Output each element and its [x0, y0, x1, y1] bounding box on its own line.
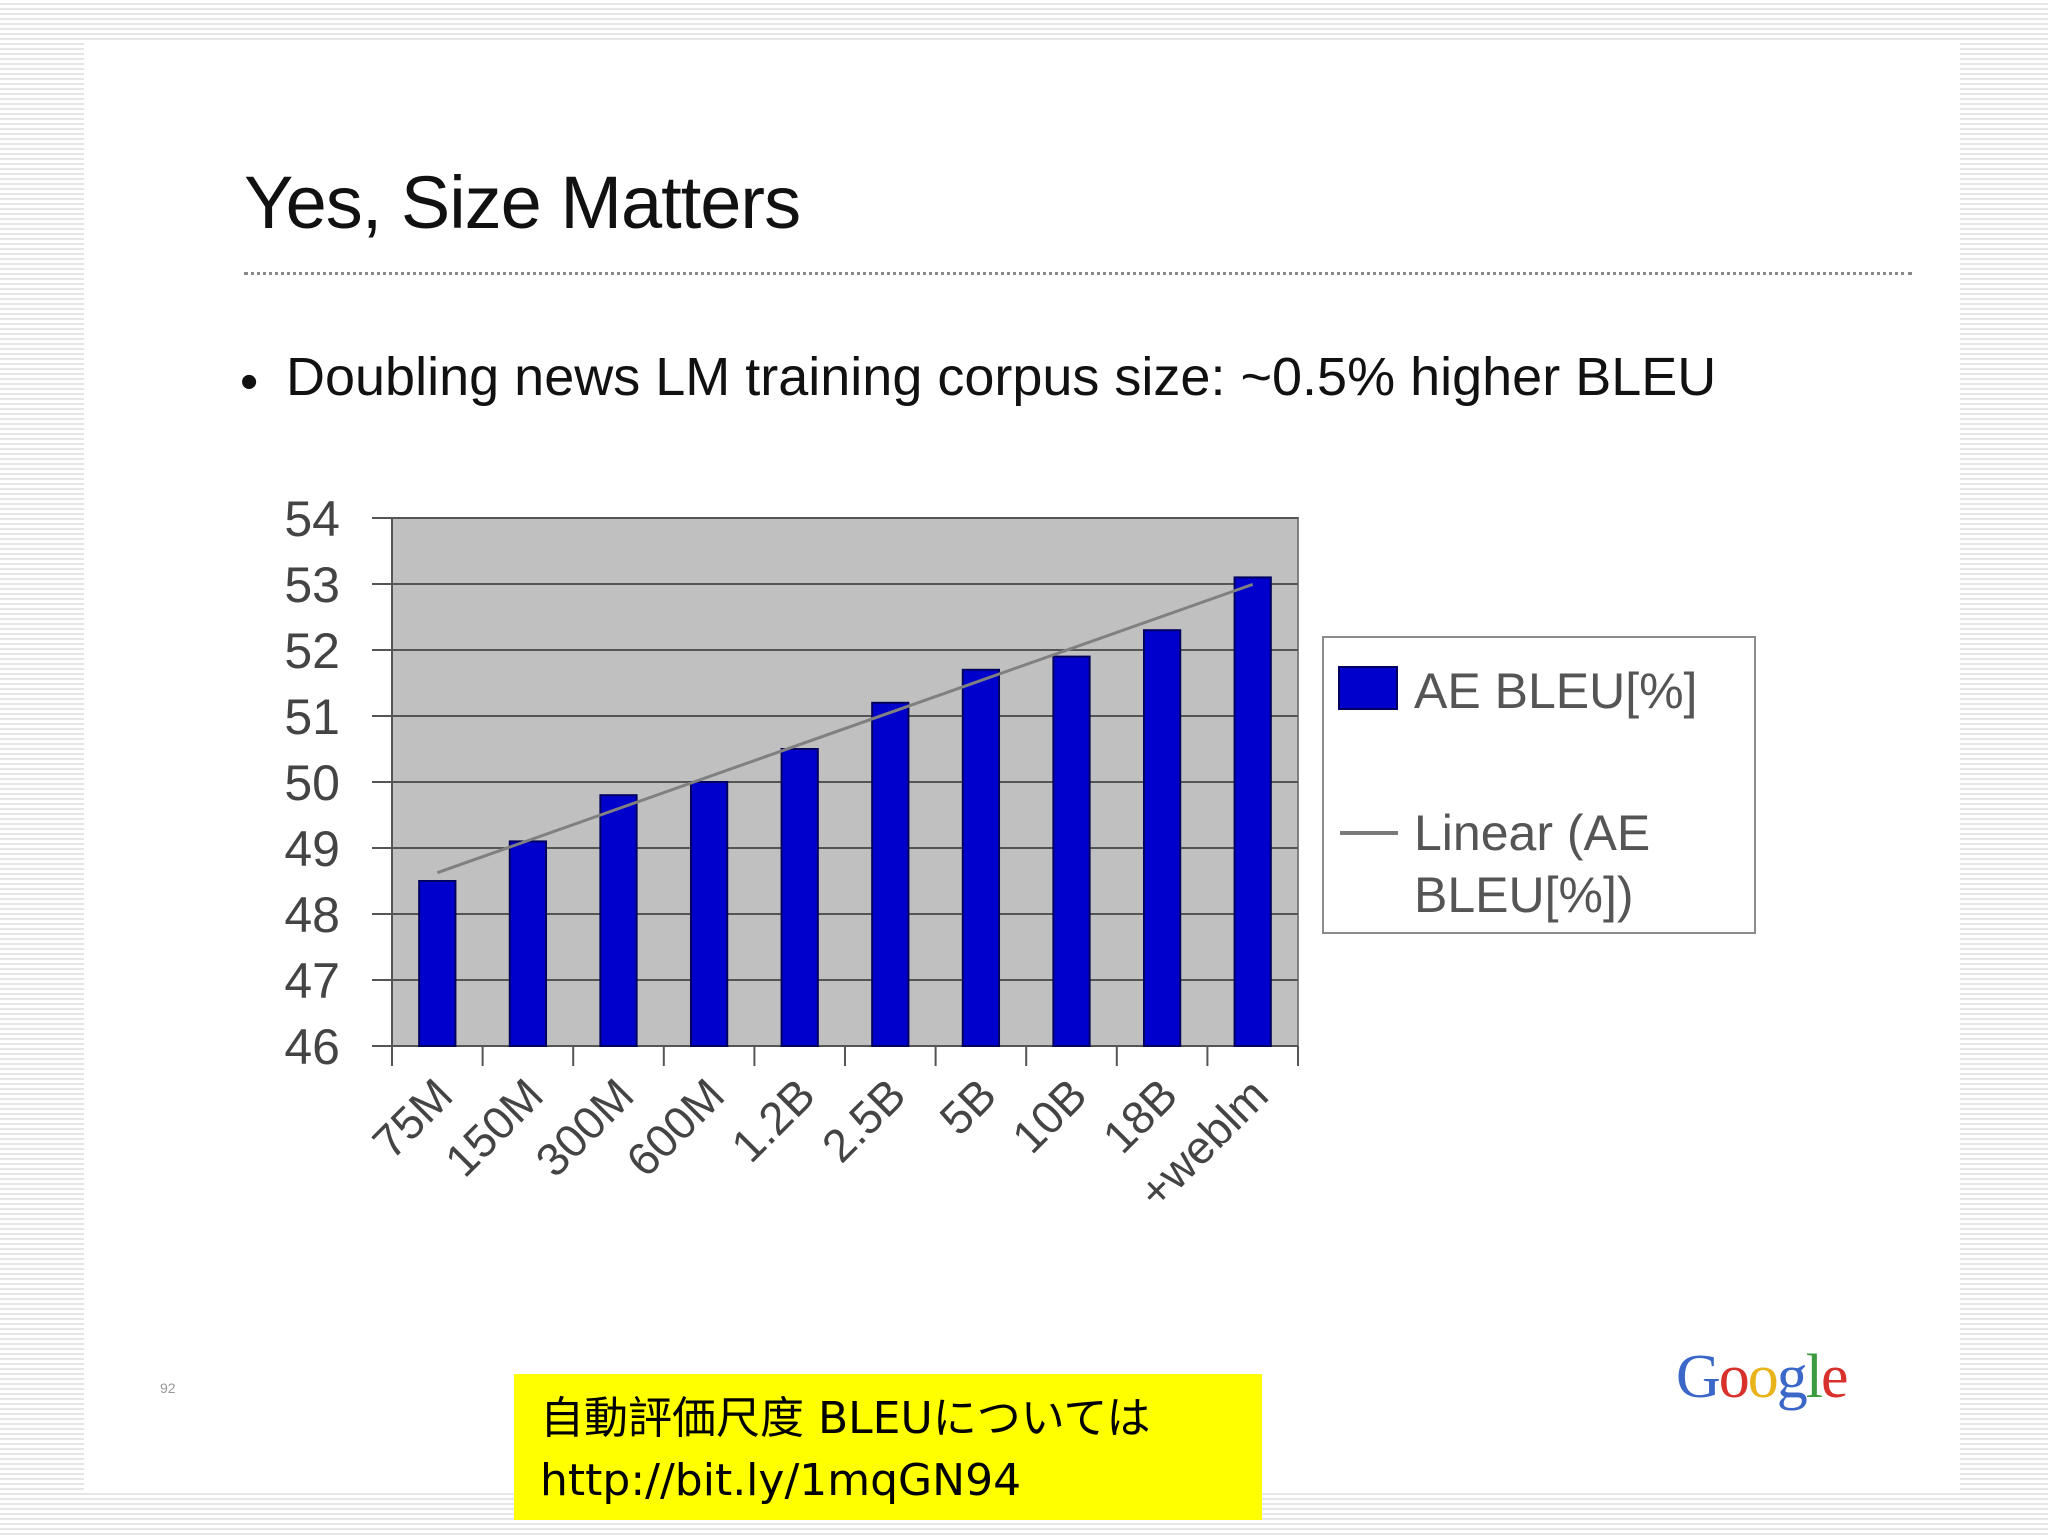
y-tick-label: 48: [284, 887, 340, 943]
y-tick-label: 50: [284, 755, 340, 811]
google-logo: Google: [1676, 1343, 1849, 1411]
bar: [689, 781, 729, 1047]
y-tick-label: 52: [284, 623, 340, 679]
trendline: [436, 582, 1254, 875]
y-tick-label: 53: [284, 557, 340, 613]
bar: [961, 668, 1001, 1047]
bar: [1142, 629, 1182, 1047]
bar: [418, 880, 457, 1047]
y-tick-label: 51: [284, 689, 340, 745]
x-tick-label: 600M: [616, 1068, 734, 1186]
x-tick-label: 1.2B: [721, 1068, 825, 1172]
bleu-reference-note: 自動評価尺度 BLEUについては http://bit.ly/1mqGN94: [514, 1374, 1262, 1520]
bullet-icon: •: [240, 353, 259, 411]
y-tick-label: 49: [284, 821, 340, 877]
legend-swatch-bar: [1338, 666, 1398, 710]
x-tick-label: 10B: [1002, 1068, 1097, 1163]
x-tick-label: 2.5B: [812, 1068, 916, 1172]
x-tick-label: 150M: [435, 1068, 553, 1186]
legend-label-trendline: Linear (AE BLEU[%]): [1414, 805, 1651, 923]
legend-swatch-trendline: [1340, 831, 1398, 835]
bullet-text: Doubling news LM training corpus size: ~…: [286, 347, 1717, 407]
legend-label-series: AE BLEU[%]: [1414, 663, 1698, 719]
note-line-1: 自動評価尺度 BLEUについては: [540, 1393, 1151, 1444]
note-line-2: http://bit.ly/1mqGN94: [540, 1455, 1022, 1506]
page-number: 92: [160, 1380, 176, 1396]
x-tick-label: 300M: [525, 1068, 643, 1186]
bar: [599, 794, 638, 1048]
x-tick-label: 5B: [929, 1068, 1006, 1145]
y-tick-label: 46: [284, 1019, 340, 1075]
y-tick-label: 54: [284, 491, 340, 547]
bar: [1052, 655, 1091, 1047]
chart-legend: AE BLEU[%] Linear (AE BLEU[%]): [1322, 636, 1756, 934]
title-divider: [244, 272, 1912, 275]
bar: [871, 701, 910, 1047]
bar: [780, 748, 819, 1047]
bar: [1233, 576, 1272, 1048]
y-tick-label: 47: [284, 953, 340, 1009]
bar: [508, 840, 548, 1048]
slide-title: Yes, Size Matters: [244, 161, 801, 244]
